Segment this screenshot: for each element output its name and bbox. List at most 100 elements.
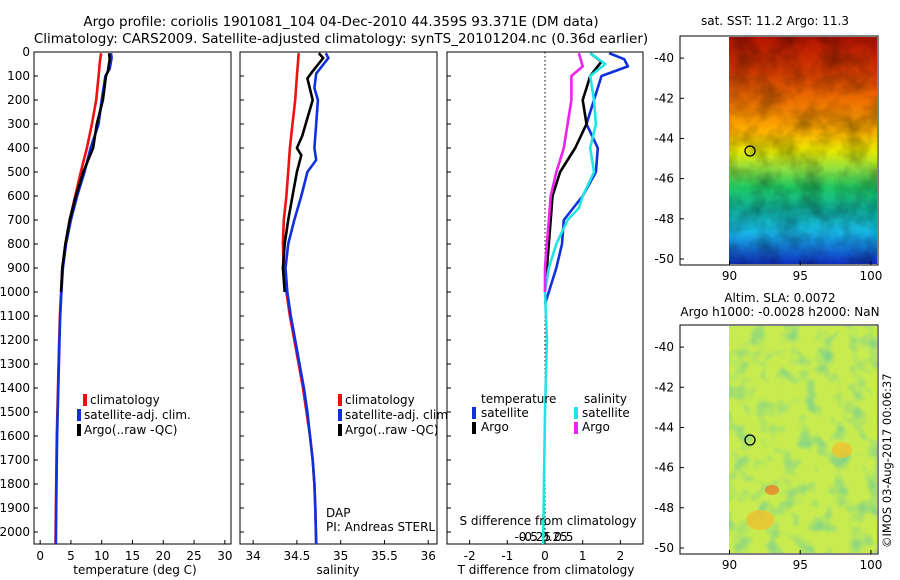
legend-swatch-satellite-adj (77, 409, 81, 421)
x-tick-label: -1 (501, 549, 513, 563)
x-tick-label: 0 (541, 549, 549, 563)
salinity-tick-labels: 34 34.5 35 35.5 36 (245, 540, 436, 563)
legend-swatch-t-argo (472, 422, 476, 434)
pi-annotation: PI: Andreas STERL (326, 520, 435, 534)
y-tick-label: 1300 (0, 357, 30, 371)
sla-high-patch (746, 510, 774, 530)
map-y-tick-label: -46 (654, 172, 674, 186)
sst-map-title: sat. SST: 11.2 Argo: 11.3 (701, 14, 849, 28)
legend-swatch-s-argo (574, 422, 578, 434)
x-tick-label: 0 (36, 549, 44, 563)
sst-heatmap (729, 37, 877, 264)
x-tick-label: 34.5 (284, 549, 311, 563)
s-tick-label: -0.5 (514, 530, 537, 544)
t-difference-xlabel: T difference from climatology (457, 563, 635, 577)
x-tick-label: 34 (245, 549, 260, 563)
y-tick-label: 800 (7, 237, 30, 251)
series-line-salinity-argo (543, 52, 585, 292)
sla-high-patch (832, 442, 852, 458)
sla-map-title-line1: Altim. SLA: 0.0072 (724, 291, 835, 305)
y-tick-label: 100 (7, 69, 30, 83)
y-tick-label: 1000 (0, 285, 30, 299)
legend-label-argo: Argo(..raw -QC) (84, 423, 177, 437)
map-x-tick-label: 90 (722, 269, 737, 283)
x-tick-label: 25 (186, 549, 201, 563)
series-line-temperature-satellite (543, 52, 630, 305)
salinity-series (281, 52, 330, 544)
legend-swatch-satellite-adj (338, 409, 342, 421)
sla-heatmap (729, 326, 877, 553)
map-y-tick-label: -50 (654, 541, 674, 555)
difference-legend: temperature satellite Argo salinity sate… (472, 392, 630, 434)
legend-label-s-satellite: satellite (582, 406, 630, 420)
sst-map-tick-labels: 90 95 100 -40 -42 -44 -46 -48 -50 (654, 51, 882, 283)
y-tick-label: 300 (7, 117, 30, 131)
salinity-axes-frame (239, 51, 438, 545)
x-tick-label: 35 (333, 549, 348, 563)
map-y-tick-label: -46 (654, 461, 674, 475)
legend-swatch-climatology (338, 394, 342, 406)
x-tick-label: 36 (421, 549, 436, 563)
y-tick-label: 1400 (0, 381, 30, 395)
temperature-series (54, 53, 113, 544)
temperature-legend: climatology satellite-adj. clim. Argo(..… (77, 393, 191, 437)
sla-high-patch (765, 485, 779, 495)
y-tick-label: 400 (7, 141, 30, 155)
y-tick-label: 1600 (0, 429, 30, 443)
legend-swatch-s-satellite (574, 407, 578, 419)
legend-label-satellite-adj: satellite-adj. clim. (345, 408, 452, 422)
temperature-xlabel: temperature (deg C) (73, 563, 196, 577)
legend-swatch-climatology (83, 394, 87, 406)
y-tick-label: 2000 (0, 525, 30, 539)
legend-swatch-t-satellite (472, 407, 476, 419)
imos-watermark: ©IMOS 03-Aug-2017 00:06:37 (880, 373, 894, 548)
map-x-tick-label: 100 (859, 558, 882, 572)
sla-map-title-line2: Argo h1000: -0.0028 h2000: NaN (680, 305, 879, 319)
x-tick-label: 1 (579, 549, 587, 563)
map-y-tick-label: -48 (654, 212, 674, 226)
salinity-legend: climatology satellite-adj. clim. Argo(..… (338, 393, 452, 437)
map-x-tick-label: 95 (793, 269, 808, 283)
legend-label-climatology: climatology (345, 393, 415, 407)
sst-map-panel: sat. SST: 11.2 Argo: 11.3 90 95 100 -40 -42 -… (654, 14, 882, 283)
legend-label-argo: Argo(..raw -QC) (345, 423, 438, 437)
legend-label-s-argo: Argo (582, 420, 610, 434)
temperature-axes-frame (33, 51, 232, 545)
map-x-tick-label: 100 (859, 269, 882, 283)
y-tick-label: 1700 (0, 453, 30, 467)
legend-swatch-argo (338, 424, 342, 436)
figure-title-line1: Argo profile: coriolis 1901081_104 04-De… (83, 14, 598, 30)
y-tick-label: 1500 (0, 405, 30, 419)
map-y-tick-label: -40 (654, 51, 674, 65)
legend-swatch-argo (77, 424, 81, 436)
x-tick-label: 2 (617, 549, 625, 563)
legend-label-t-argo: Argo (481, 420, 509, 434)
s-tick-label: 0.5 (554, 530, 573, 544)
legend-label-t-satellite: satellite (481, 406, 529, 420)
map-x-tick-label: 90 (722, 558, 737, 572)
series-line-argo-raw-qc (281, 52, 325, 293)
t-difference-tick-labels: -2 -1 0 1 2 (464, 540, 625, 563)
argo-location-marker (744, 434, 756, 446)
x-tick-label: 35.5 (371, 549, 398, 563)
y-tick-label: 500 (7, 165, 30, 179)
sla-map-panel: Altim. SLA: 0.0072 Argo h1000: -0.0028 h… (654, 291, 882, 572)
legend-group-temperature: temperature (481, 392, 556, 406)
x-tick-label: -2 (464, 549, 476, 563)
map-x-tick-label: 95 (793, 558, 808, 572)
salinity-xlabel: salinity (316, 563, 359, 577)
y-tick-label: 1200 (0, 333, 30, 347)
difference-ytick-marks (447, 51, 451, 533)
y-tick-label: 900 (7, 261, 30, 275)
series-line-argo-raw-qc (59, 53, 111, 293)
salinity-panel: 34 34.5 35 35.5 36 salinity climatology sate… (239, 51, 452, 577)
x-tick-label: 5 (67, 549, 75, 563)
legend-label-climatology: climatology (90, 393, 160, 407)
series-line-salinity-satellite (541, 52, 607, 544)
series-line-satellite-adj-clim (284, 52, 330, 544)
y-tick-label: 200 (7, 93, 30, 107)
y-tick-label: 1900 (0, 501, 30, 515)
dap-annotation: DAP (326, 506, 350, 520)
argo-location-marker (744, 145, 756, 157)
